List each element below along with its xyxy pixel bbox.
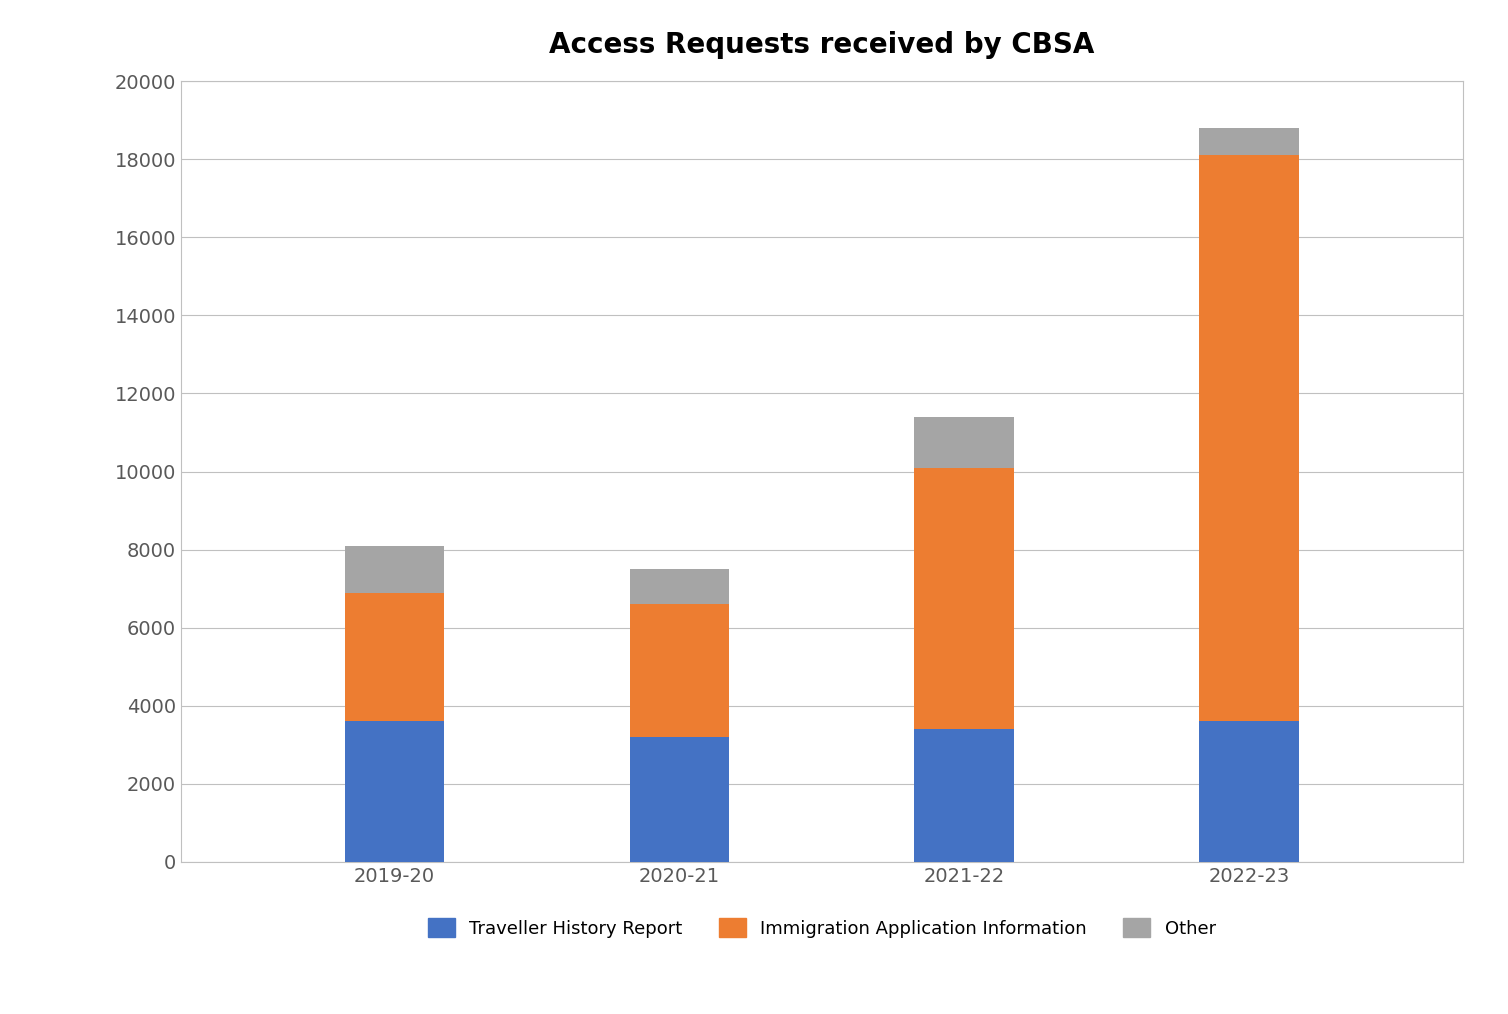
Bar (914, 467, 1013, 729)
Bar (629, 569, 730, 604)
Bar (914, 729, 1013, 862)
Title: Access Requests received by CBSA: Access Requests received by CBSA (549, 31, 1095, 60)
Bar (1199, 721, 1298, 862)
Bar (1199, 155, 1298, 721)
Bar (345, 592, 445, 721)
Bar (629, 604, 730, 737)
Legend: Traveller History Report, Immigration Application Information, Other: Traveller History Report, Immigration Ap… (419, 910, 1224, 946)
Bar (914, 417, 1013, 467)
Bar (345, 721, 445, 862)
Bar (629, 737, 730, 862)
Bar (1199, 128, 1298, 155)
Bar (345, 546, 445, 592)
